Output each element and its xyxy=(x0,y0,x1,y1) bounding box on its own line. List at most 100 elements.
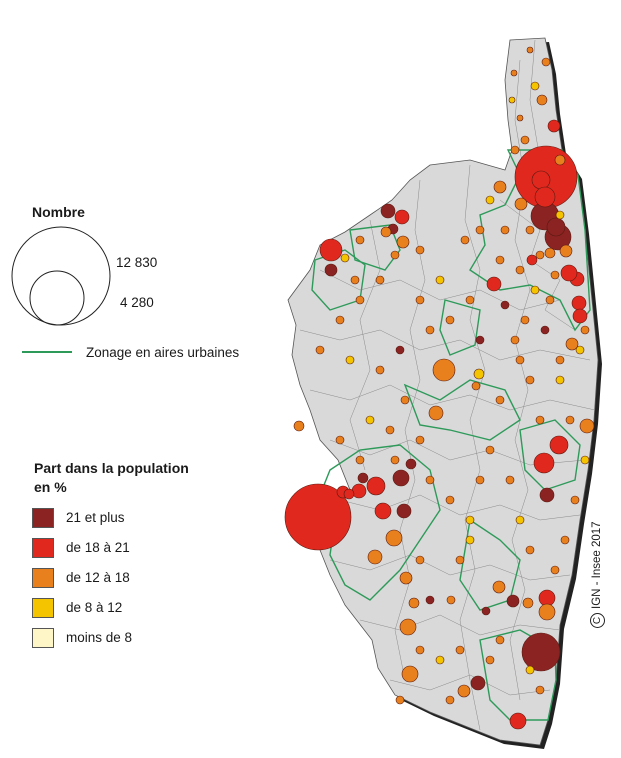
commune-circle xyxy=(541,57,551,67)
zonage-legend-label: Zonage en aires urbaines xyxy=(86,345,240,360)
commune-circle xyxy=(425,325,435,335)
commune-circle xyxy=(396,503,412,519)
commune-circle xyxy=(540,325,550,335)
commune-circle xyxy=(533,452,555,474)
commune-circle xyxy=(510,69,518,77)
commune-circles xyxy=(284,46,595,730)
commune-circle xyxy=(399,571,413,585)
commune-circle xyxy=(492,580,506,594)
commune-circle xyxy=(415,555,425,565)
commune-circle xyxy=(457,684,471,698)
commune-circle xyxy=(506,594,520,608)
commune-circle xyxy=(460,235,470,245)
commune-circle xyxy=(572,308,588,324)
commune-circle xyxy=(554,154,566,166)
commune-circle xyxy=(366,476,386,496)
commune-circle xyxy=(531,170,551,190)
copyright-icon: C xyxy=(590,613,605,628)
commune-circle xyxy=(515,265,525,275)
commune-circle xyxy=(516,114,524,122)
commune-circle xyxy=(432,358,456,382)
commune-circle xyxy=(324,263,338,277)
commune-circle xyxy=(425,475,435,485)
commune-circle xyxy=(525,665,535,675)
class-swatch-under-8 xyxy=(32,628,54,648)
commune-circle xyxy=(493,180,507,194)
commune-circle xyxy=(485,195,495,205)
commune-circle xyxy=(396,235,410,249)
commune-circle xyxy=(367,549,383,565)
commune-circle xyxy=(536,94,548,106)
commune-circle xyxy=(473,368,485,380)
commune-circle xyxy=(481,606,491,616)
commune-circle xyxy=(525,375,535,385)
commune-circle xyxy=(392,469,410,487)
commune-circle xyxy=(520,135,530,145)
commune-circle xyxy=(470,675,486,691)
commune-circle xyxy=(485,655,495,665)
commune-circle xyxy=(525,225,535,235)
commune-circle xyxy=(555,375,565,385)
commune-circle xyxy=(580,455,590,465)
commune-circle xyxy=(559,244,573,258)
commune-circle xyxy=(475,335,485,345)
commune-circle xyxy=(375,365,385,375)
commune-circle xyxy=(505,475,515,485)
commune-circle xyxy=(555,210,565,220)
commune-circle xyxy=(445,695,455,705)
commune-circle xyxy=(355,295,365,305)
commune-circle xyxy=(486,276,502,292)
commune-circle xyxy=(355,455,365,465)
commune-circle xyxy=(405,458,417,470)
commune-circle xyxy=(580,325,590,335)
commune-circle xyxy=(510,335,520,345)
share-legend-title-line2: en % xyxy=(34,479,67,495)
commune-circle xyxy=(380,226,392,238)
size-legend-value-small: 4 280 xyxy=(120,295,154,310)
commune-circle xyxy=(395,695,405,705)
commune-circle xyxy=(534,186,556,208)
commune-circle xyxy=(471,381,481,391)
commune-circle xyxy=(510,145,520,155)
commune-circle xyxy=(546,217,566,237)
commune-circle xyxy=(544,247,556,259)
commune-circle xyxy=(465,515,475,525)
commune-circle xyxy=(390,455,400,465)
commune-circle xyxy=(535,415,545,425)
commune-circle xyxy=(521,632,561,672)
commune-circle xyxy=(525,545,535,555)
commune-circle xyxy=(579,418,595,434)
commune-circle xyxy=(555,355,565,365)
commune-circle xyxy=(515,355,525,365)
commune-circle xyxy=(455,555,465,565)
commune-circle xyxy=(560,264,578,282)
share-legend-title-line1: Part dans la population xyxy=(34,460,189,476)
commune-circle xyxy=(485,445,495,455)
commune-circle xyxy=(522,597,534,609)
commune-circle xyxy=(446,595,456,605)
class-label-18-21: de 18 à 21 xyxy=(66,540,130,555)
corsica-land xyxy=(287,37,599,746)
commune-circle xyxy=(293,420,305,432)
commune-circle xyxy=(526,254,538,266)
class-label-8-12: de 8 à 12 xyxy=(66,600,123,615)
class-label-21-plus: 21 et plus xyxy=(66,510,125,525)
commune-circle xyxy=(445,495,455,505)
commune-circle xyxy=(560,535,570,545)
commune-circle xyxy=(408,597,420,609)
commune-circle xyxy=(509,712,527,730)
size-legend xyxy=(11,226,111,326)
commune-circle xyxy=(465,295,475,305)
commune-circle xyxy=(395,345,405,355)
commune-circle xyxy=(375,275,385,285)
credit-label: IGN - Insee 2017 xyxy=(591,521,603,609)
commune-circle xyxy=(315,345,325,355)
commune-circle xyxy=(351,483,367,499)
commune-circle xyxy=(530,285,540,295)
commune-circle xyxy=(394,209,410,225)
commune-circle xyxy=(549,435,569,455)
commune-circle xyxy=(415,435,425,445)
commune-circle xyxy=(520,315,530,325)
size-legend-small-circle xyxy=(29,270,85,326)
